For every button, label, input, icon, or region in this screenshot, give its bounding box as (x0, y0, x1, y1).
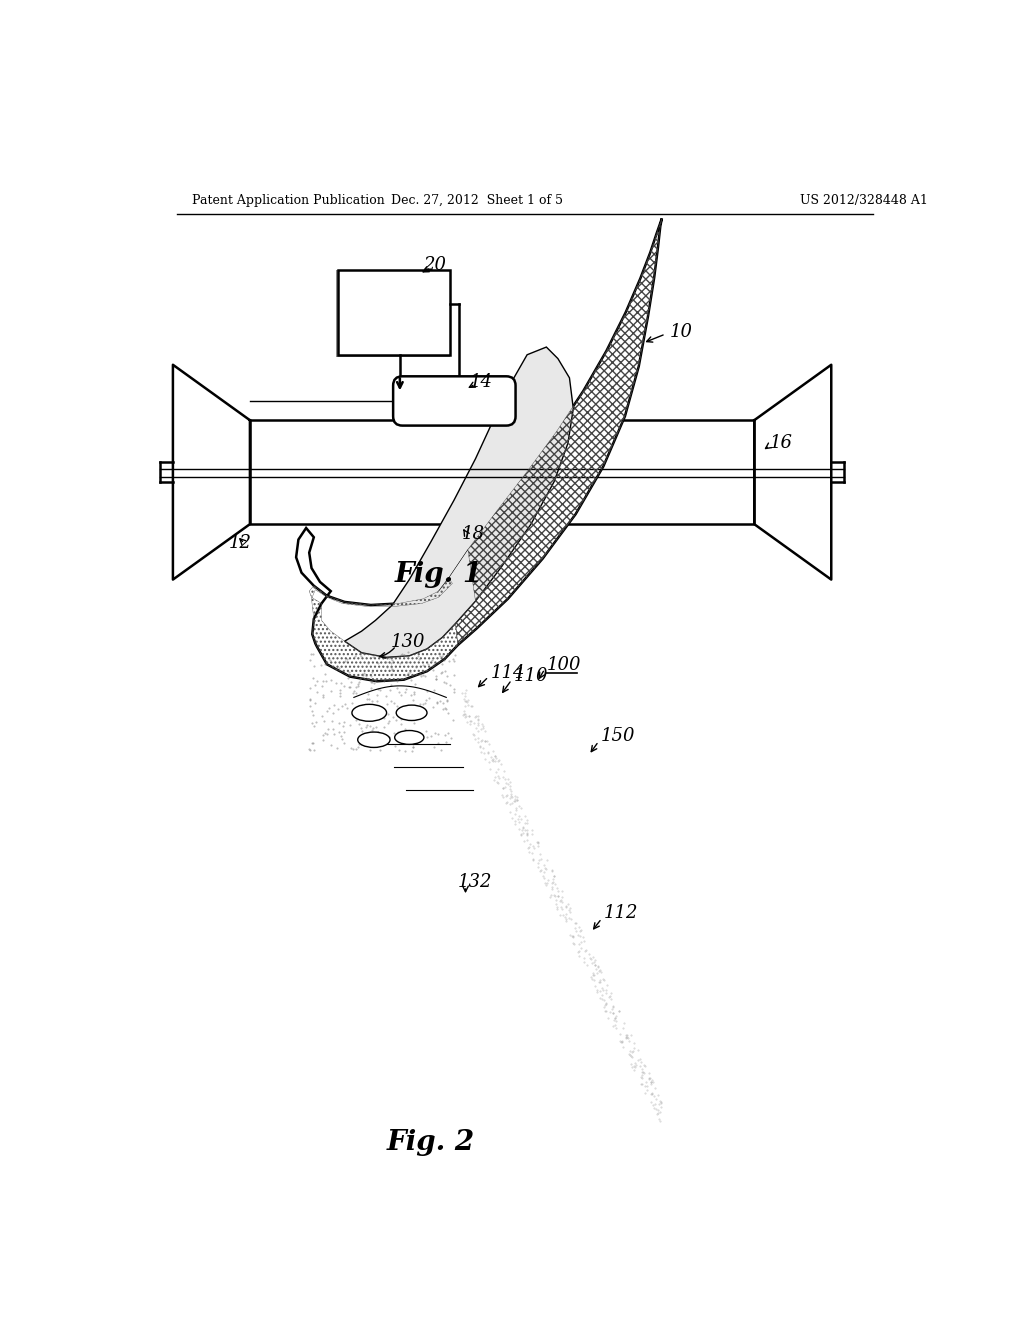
Text: 100: 100 (547, 656, 581, 675)
Text: 132: 132 (458, 874, 493, 891)
Bar (336, 271, 451, 358)
Text: 14: 14 (469, 372, 493, 391)
Text: 16: 16 (770, 434, 793, 453)
Polygon shape (345, 347, 573, 657)
Text: 112: 112 (604, 904, 639, 921)
Text: Fig. 2: Fig. 2 (387, 1129, 475, 1156)
Text: 114: 114 (490, 664, 525, 681)
Text: 12: 12 (229, 535, 252, 552)
Text: 20: 20 (423, 256, 446, 273)
Text: 110: 110 (514, 667, 549, 685)
FancyBboxPatch shape (393, 376, 515, 425)
Polygon shape (173, 364, 250, 579)
Text: 10: 10 (670, 322, 692, 341)
Polygon shape (296, 218, 662, 681)
Ellipse shape (396, 705, 427, 721)
Text: Dec. 27, 2012  Sheet 1 of 5: Dec. 27, 2012 Sheet 1 of 5 (391, 194, 563, 207)
Text: Fig. 1: Fig. 1 (394, 561, 482, 587)
Text: Patent Application Publication: Patent Application Publication (193, 194, 385, 207)
Ellipse shape (352, 705, 387, 721)
Polygon shape (755, 364, 831, 579)
Ellipse shape (394, 730, 424, 744)
Text: 130: 130 (391, 634, 425, 651)
Text: 150: 150 (600, 727, 635, 744)
Text: US 2012/328448 A1: US 2012/328448 A1 (801, 194, 929, 207)
Text: 18: 18 (462, 525, 484, 543)
Bar (339, 271, 451, 355)
Bar (250, 420, 755, 524)
Ellipse shape (357, 733, 390, 747)
